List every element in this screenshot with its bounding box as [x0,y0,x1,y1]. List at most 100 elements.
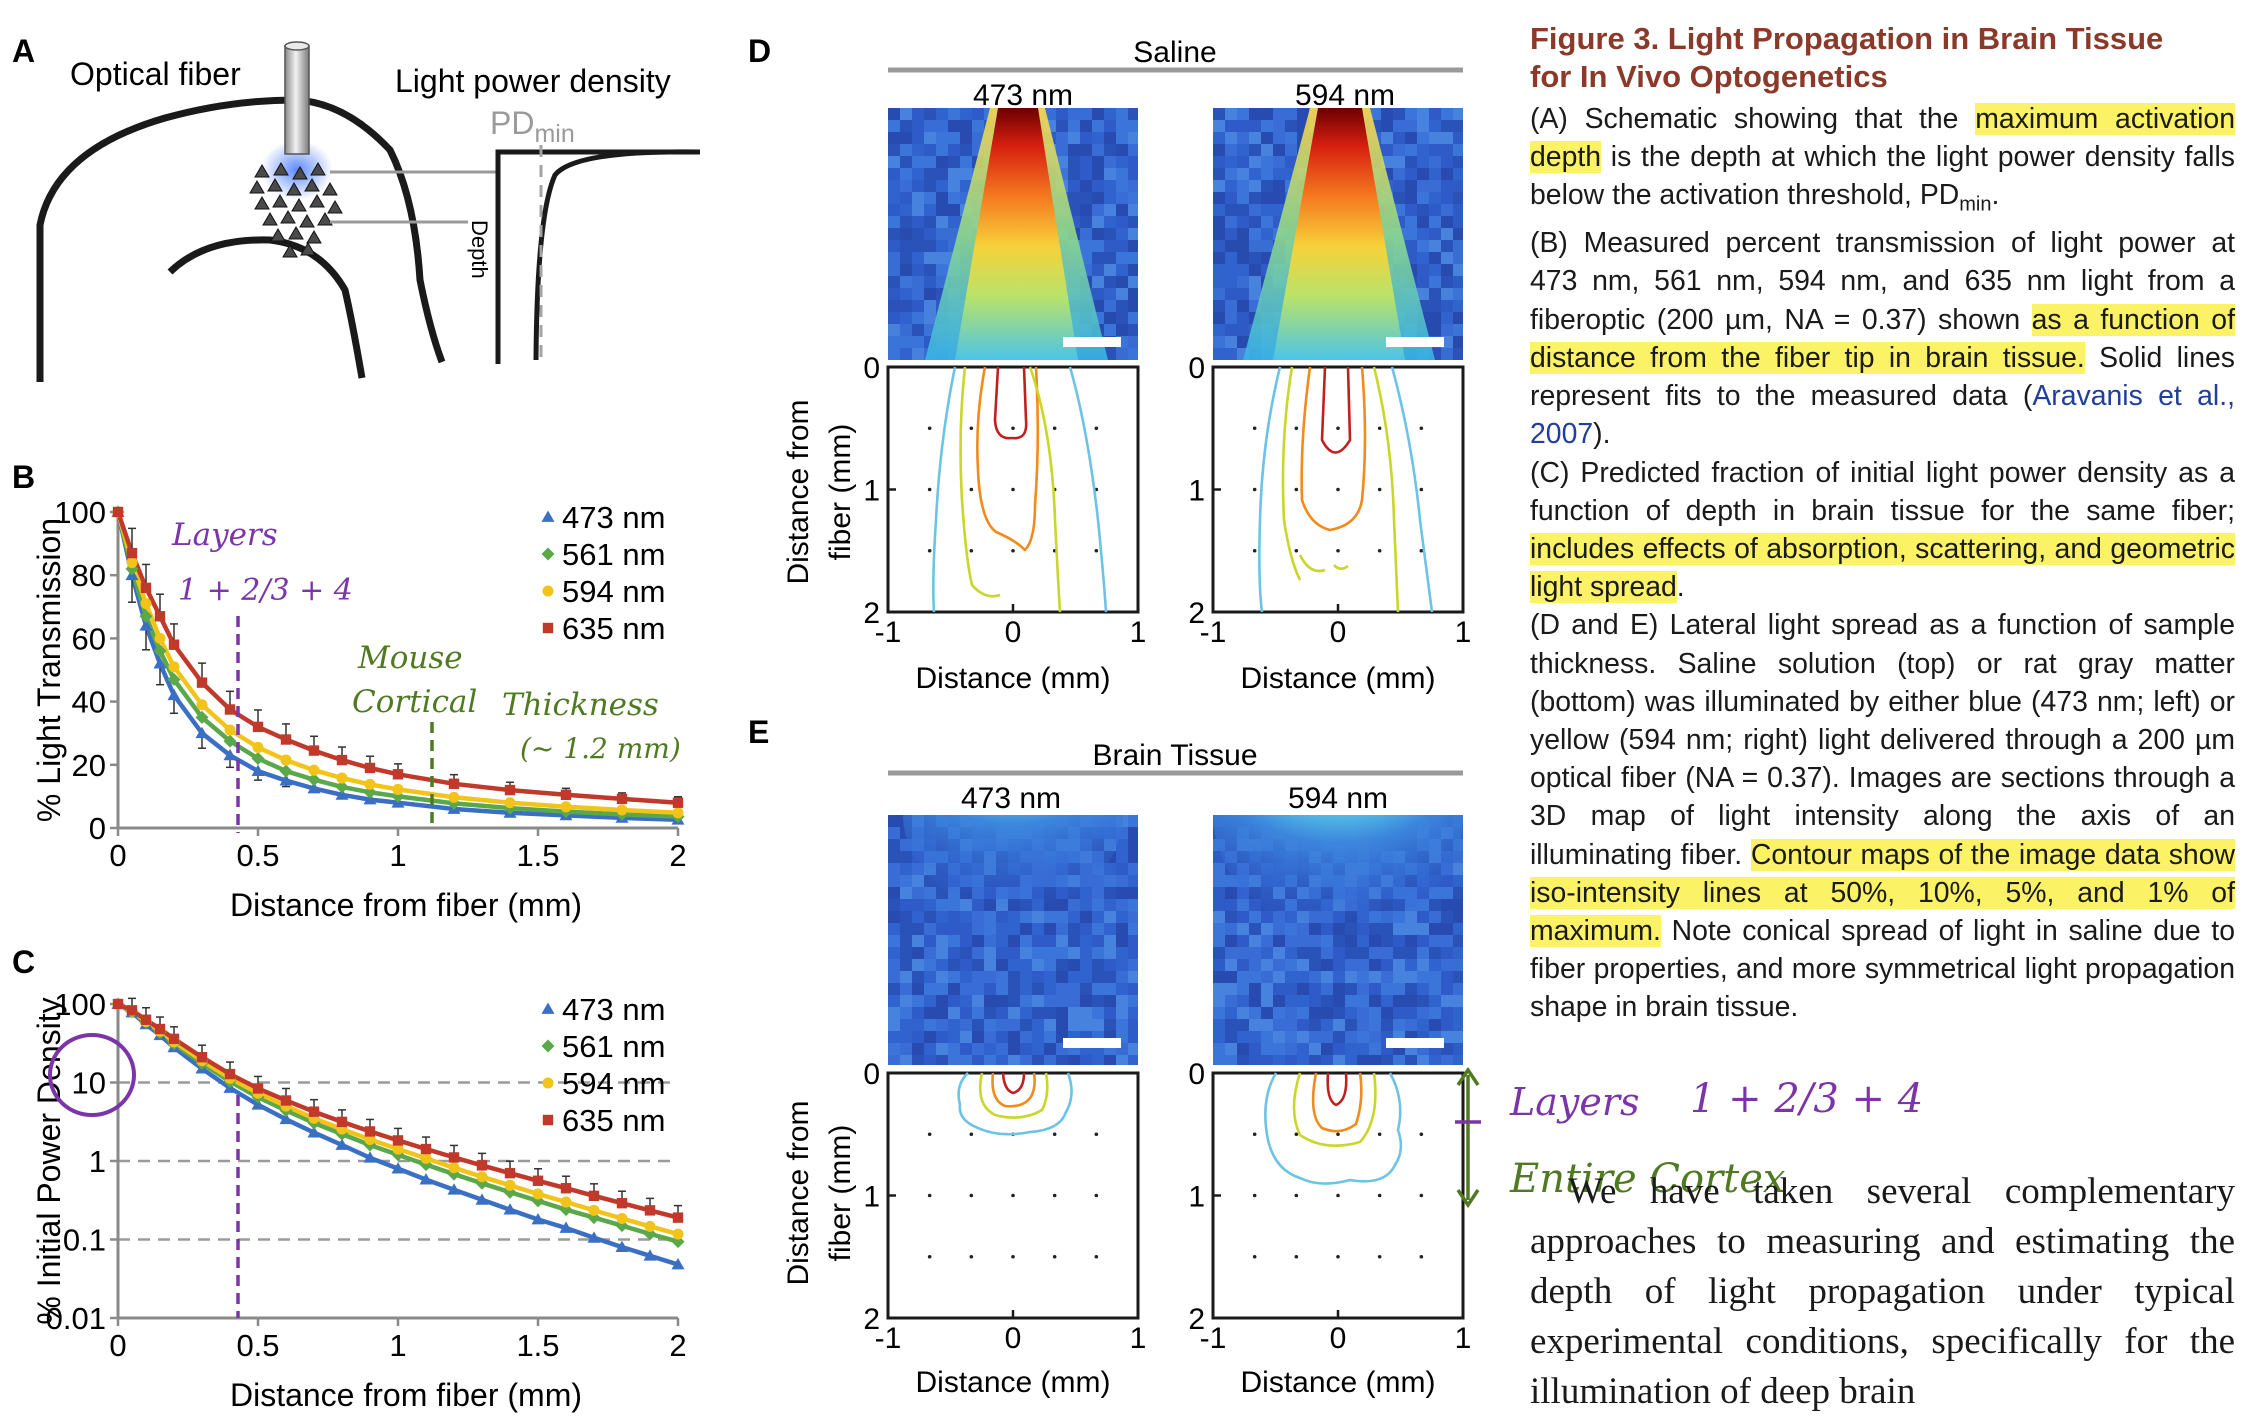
heatmap-cell [1273,1055,1285,1065]
heatmap-cell [1453,1007,1463,1019]
heatmap-cell [1044,1007,1056,1019]
heatmap-cell [1453,324,1463,336]
heatmap-cell [1056,132,1068,144]
grid-dot [1419,1193,1424,1198]
heatmap-cell [1092,228,1104,240]
heatmap-cell [1056,947,1068,959]
heatmap-cell [1237,168,1249,180]
data-point [336,754,348,766]
heatmap-cell [1213,959,1225,971]
heatmap-cell [1417,216,1429,228]
grid-dot [969,487,974,492]
heatmap-cell [1309,1043,1321,1055]
heatmap-cell [1405,983,1417,995]
heatmap-cell [1285,132,1297,144]
grid-dot [1011,487,1015,492]
heatmap-cell [1273,959,1285,971]
heatmap-cell [924,168,936,180]
heatmap-cell [1237,276,1249,288]
heatmap-cell [1032,947,1044,959]
heatmap-cell [1249,947,1261,959]
heatmap-cell [1417,180,1429,192]
heatmap-cell [1092,156,1104,168]
heatmap-cell [1405,120,1417,132]
heatmap-cell [948,947,960,959]
heatmap-cell [1008,1055,1020,1065]
heatmap-cell [960,108,972,120]
data-point [503,1203,517,1215]
heatmap-cell [1128,947,1138,959]
heatmap-cell [1056,1019,1068,1031]
heatmap-cell [1032,935,1044,947]
heatmap-cell [1068,120,1080,132]
heatmap-cell [1297,935,1309,947]
panel-d: D Saline 473 nm 594 nm -1 0 1 0 1 2 -1 0 1 0 1 2 D… [748,33,1471,695]
heatmap-cell [1441,1019,1453,1031]
heatmap-cell [1321,1043,1333,1055]
heatmap-cell [1381,971,1393,983]
heatmap-cell [1345,995,1357,1007]
heatmap-cell [996,935,1008,947]
heatmap-cell [1333,1031,1345,1043]
heatmap-cell [1213,887,1225,899]
heatmap-cell [924,935,936,947]
citation-link[interactable]: Aravanis et al., 2007 [1530,380,2235,451]
heatmap-cell [1237,240,1249,252]
heatmap-cell [1441,923,1453,935]
heatmap-cell [1080,192,1092,204]
legend-marker [542,1114,554,1126]
contour-line [1001,1072,1026,1095]
heatmap-cell [1261,216,1273,228]
heatmap-cell [960,971,972,983]
neuron-icon [262,212,278,226]
heatmap-cell [1104,216,1116,228]
heatmap-cell [1381,1055,1393,1065]
heatmap-cell [1381,144,1393,156]
heatmap-cell [996,1007,1008,1019]
heatmap-cell [972,959,984,971]
heatmap-cell [1429,288,1441,300]
heatmap-cell [1020,1031,1032,1043]
heatmap-cell [924,911,936,923]
neuron-icon [272,194,288,208]
data-point [112,998,124,1010]
data-point [126,547,138,559]
heatmap-cell [1453,132,1463,144]
figure-caption: Figure 3. Light Propagation in Brain Tis… [1530,20,2235,1417]
heatmap-cell [924,1007,936,1019]
heatmap-cell [936,120,948,132]
heatmap-cell [948,971,960,983]
heatmap-cell [1429,204,1441,216]
heatmap-cell [912,935,924,947]
heatmap-cell [1453,108,1463,120]
heatmap-cell [1104,959,1116,971]
heatmap-cell [1116,204,1128,216]
heatmap-cell [1116,875,1128,887]
heatmap-cell [1237,180,1249,192]
heatmap-cell [888,168,900,180]
heatmap-cell [1441,971,1453,983]
heatmap-cell [1237,120,1249,132]
heatmap-cell [1273,144,1285,156]
data-point [280,754,292,766]
heatmap-cell [1429,935,1441,947]
heatmap-cell [1441,132,1453,144]
heatmap-cell [1225,192,1237,204]
heatmap-cell [1116,228,1128,240]
heatmap-cell [1225,1031,1237,1043]
data-point [336,1116,348,1128]
heatmap-cell [912,144,924,156]
data-point [363,785,377,799]
heatmap-cell [936,180,948,192]
heatmap-cell [1080,228,1092,240]
heatmap-cell [924,971,936,983]
data-point [532,1188,544,1200]
heatmap-cell [900,959,912,971]
grid-dot [927,548,932,553]
grid-dot [1336,1254,1340,1259]
heatmap-cell [1453,959,1463,971]
heatmap-cell [1417,923,1429,935]
heatmap-cell [948,899,960,911]
heatmap-cell [936,935,948,947]
